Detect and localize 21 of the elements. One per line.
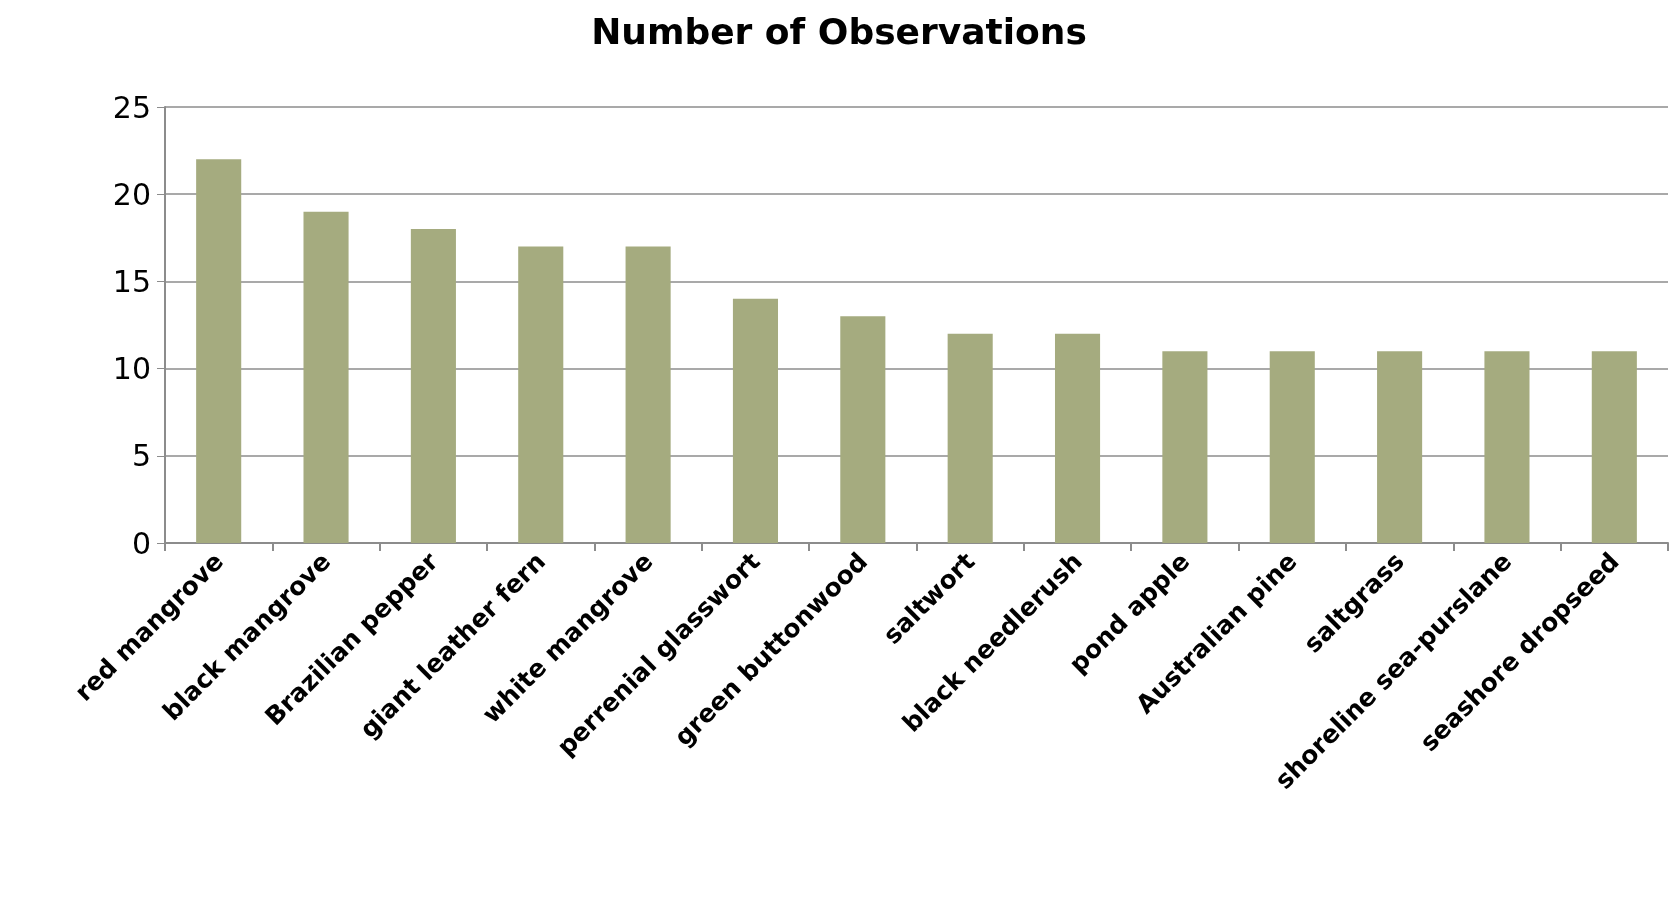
chart-title: Number of Observations bbox=[591, 10, 1087, 52]
bar bbox=[1377, 351, 1423, 543]
y-tick-label: 25 bbox=[112, 89, 151, 125]
bar bbox=[1269, 351, 1315, 543]
bar bbox=[518, 246, 564, 543]
y-tick-label: 15 bbox=[112, 263, 151, 299]
bar bbox=[1162, 351, 1208, 543]
bar bbox=[1591, 351, 1637, 543]
bar bbox=[1054, 333, 1101, 543]
bar bbox=[947, 333, 993, 543]
bar bbox=[840, 316, 886, 543]
y-tick-label: 0 bbox=[131, 525, 151, 561]
bar bbox=[196, 159, 242, 543]
bar bbox=[732, 298, 779, 543]
bar bbox=[410, 229, 456, 543]
y-tick-label: 5 bbox=[131, 438, 151, 474]
bar bbox=[1484, 351, 1530, 543]
bar bbox=[625, 246, 671, 543]
y-tick-label: 20 bbox=[112, 176, 151, 212]
y-tick-label: 10 bbox=[112, 351, 151, 387]
bar bbox=[303, 211, 349, 543]
